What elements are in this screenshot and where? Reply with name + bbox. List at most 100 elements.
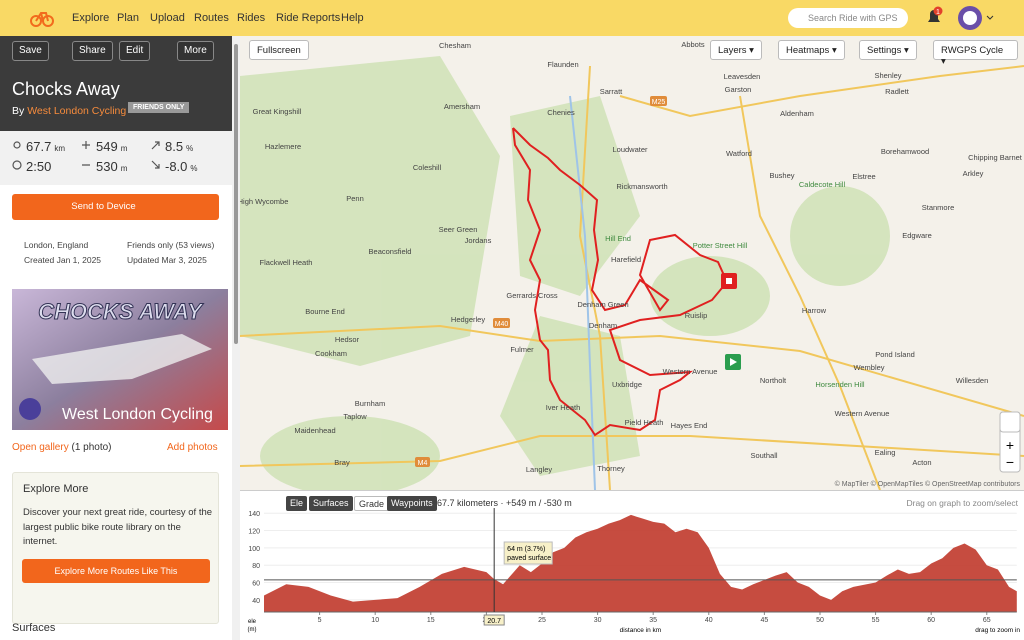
map-shape <box>35 12 49 22</box>
map-shape <box>790 186 890 286</box>
x-tick-label: 15 <box>427 617 435 624</box>
nav-link[interactable]: Routes <box>194 12 229 24</box>
save-button[interactable]: Save <box>12 41 49 61</box>
place-label: Harrow <box>802 306 827 315</box>
by-label: By <box>12 105 25 117</box>
club-link[interactable]: West London Cycling <box>27 105 127 117</box>
stat-icons <box>12 141 160 170</box>
place-label: Maidenhead <box>294 426 335 435</box>
map[interactable]: Chesham Flaunden Sarratt Abbots Leavesden Gar… <box>240 36 1024 490</box>
privacy: Friends only (53 views) <box>127 240 215 250</box>
zoom-controls[interactable]: +− <box>999 411 1021 473</box>
location: London, England <box>24 240 89 250</box>
stat-value: 2:50 <box>26 159 52 174</box>
place-label: Beaconsfield <box>369 247 412 256</box>
zoom-hint: drag to zoom in <box>975 627 1020 634</box>
tab[interactable]: Surfaces <box>309 496 353 511</box>
avatar-menu[interactable] <box>957 5 997 31</box>
layers-button[interactable]: Layers ▾ <box>710 40 762 60</box>
nav-link[interactable]: Explore <box>72 12 110 24</box>
heatmaps-button[interactable]: Heatmaps ▾ <box>778 40 845 60</box>
place-label: Aldenham <box>780 109 814 118</box>
place-label: Hedgerley <box>451 315 485 324</box>
control-label: Settings <box>867 45 902 56</box>
logo[interactable] <box>30 8 54 28</box>
control-label: Fullscreen <box>257 45 301 56</box>
nav-link[interactable]: Help <box>341 12 364 24</box>
surfaces-heading: Surfaces <box>12 622 56 634</box>
edit-button[interactable]: Edit <box>119 41 151 61</box>
fullscreen-button[interactable]: Fullscreen <box>249 40 309 60</box>
ride-photo[interactable]: CHOCKS AWAY West London Cycling <box>12 289 228 430</box>
place-label: Chipping Barnet <box>968 153 1023 162</box>
elevation-summary: 67.7 kilometers · +549 m / -530 m <box>437 498 572 508</box>
stat-value: 549 <box>96 139 118 154</box>
settings-button[interactable]: Settings ▾ <box>859 40 917 60</box>
map-attribution: © MapTiler © OpenMapTiles © OpenStreetMa… <box>835 480 1021 488</box>
x-axis-label: distance in km <box>620 627 662 634</box>
map-shape <box>569 95 596 490</box>
tab[interactable]: Waypoints <box>387 496 437 511</box>
y-axis-unit: (m) <box>248 627 257 633</box>
place-label: Hazlemere <box>265 142 301 151</box>
more-button[interactable]: More <box>177 41 214 61</box>
ride-by: By West London Cycling <box>12 105 126 117</box>
stat-unit: m <box>120 144 128 153</box>
y-tick-label: 100 <box>248 546 260 553</box>
add-photos[interactable]: Add photos <box>167 442 218 453</box>
map-shape <box>30 15 42 27</box>
distance-stat: 67.7 km <box>26 139 65 154</box>
y-axis-label: ele <box>248 619 257 625</box>
ride-title: Chocks Away <box>12 79 120 99</box>
place-label: Stanmore <box>922 203 955 212</box>
stat-unit: km <box>54 144 65 153</box>
place-label: Abbots <box>681 40 705 49</box>
notifications[interactable]: 1 <box>924 6 944 28</box>
scrollbar[interactable] <box>232 36 240 640</box>
nav-link[interactable]: Ride Reports <box>276 12 341 24</box>
created-date: Created Jan 1, 2025 <box>24 255 102 265</box>
place-label: Ealing <box>875 448 896 457</box>
x-tick-label: 50 <box>816 617 824 624</box>
tab[interactable]: Ele <box>286 496 308 511</box>
stat-value: 8.5 <box>165 139 184 154</box>
tooltip-text: paved surface <box>507 555 551 562</box>
y-tick-label: 120 <box>248 529 260 536</box>
scroll-thumb[interactable] <box>234 44 238 344</box>
stat-value: -8.0 <box>165 159 188 174</box>
x-tick-label: 55 <box>872 617 880 624</box>
map-style-select[interactable]: RWGPS Cycle ▾ <box>933 40 1018 67</box>
duration-stat: 2:50 <box>26 159 51 174</box>
place-label: Chenies <box>547 108 575 117</box>
map-shape <box>415 457 430 467</box>
share-button[interactable]: Share <box>72 41 113 61</box>
nav-link[interactable]: Rides <box>237 12 266 24</box>
send-to-device[interactable]: Send to Device <box>12 194 219 220</box>
road-shield: M40 <box>495 321 509 328</box>
place-label: Iver Heath <box>546 403 581 412</box>
place-label: Denham Green <box>577 300 628 309</box>
photo-caption: West London Cycling <box>62 406 213 423</box>
map-shape <box>510 96 640 296</box>
place-label: Fulmer <box>510 345 534 354</box>
elevation-chart[interactable]: 4060801001201405101520253035404550556065… <box>240 490 1024 640</box>
place-label: Pield Heath <box>625 418 664 427</box>
explore-button[interactable]: Explore More Routes Like This <box>22 559 210 583</box>
place-label: Burnham <box>355 399 385 408</box>
map-shape <box>999 411 1021 433</box>
x-tick-label: 60 <box>927 617 935 624</box>
ride-header: Save Share Edit More Chocks Away By West… <box>0 36 232 131</box>
x-tick-label: 5 <box>318 617 322 624</box>
open-gallery[interactable]: Open gallery <box>12 442 69 453</box>
place-label: Wembley <box>853 363 884 372</box>
map-shape <box>650 256 770 336</box>
nav-link[interactable]: Plan <box>117 12 140 24</box>
place-label: Sarratt <box>600 87 623 96</box>
photo-count: (1 photo) <box>71 442 112 453</box>
search-box[interactable]: Search Ride with GPS <box>788 8 908 28</box>
nav-link[interactable]: Upload <box>150 12 185 24</box>
place-label: Borehamwood <box>881 147 929 156</box>
map-shape <box>32 334 212 384</box>
place-label: Willesden <box>956 376 989 385</box>
place-label: Watford <box>726 149 752 158</box>
